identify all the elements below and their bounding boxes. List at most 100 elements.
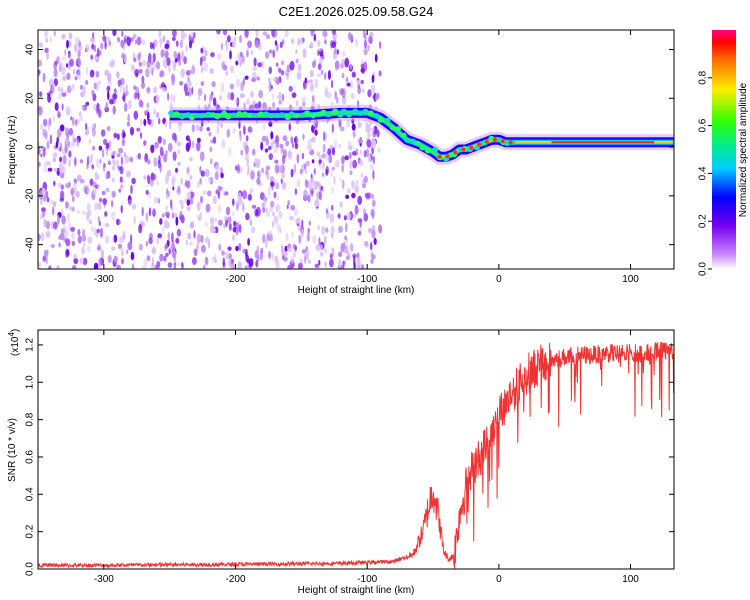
- noise-dot: [301, 249, 307, 254]
- noise-dot: [227, 35, 231, 43]
- noise-dot: [53, 180, 56, 187]
- noise-dot: [143, 258, 148, 266]
- noise-dot: [244, 75, 249, 80]
- noise-dot: [319, 57, 323, 65]
- noise-dot: [175, 57, 178, 63]
- noise-dot: [361, 182, 366, 189]
- noise-dot: [223, 190, 225, 196]
- noise-dot: [234, 165, 238, 172]
- noise-dot: [150, 60, 154, 66]
- noise-dot: [127, 199, 133, 206]
- noise-dot: [265, 169, 269, 176]
- ridge-blob: [346, 112, 353, 118]
- noise-dot: [255, 30, 259, 37]
- noise-dot: [250, 170, 255, 180]
- noise-dot: [252, 66, 257, 71]
- noise-dot: [338, 259, 342, 268]
- noise-dot: [78, 111, 82, 118]
- noise-dot: [280, 178, 283, 184]
- snr-x-tick-label: 0: [496, 574, 502, 585]
- noise-dot: [162, 35, 166, 43]
- noise-dot: [40, 212, 43, 218]
- noise-dot: [217, 203, 222, 214]
- noise-dot: [351, 192, 356, 199]
- noise-dot: [239, 60, 242, 67]
- noise-dot: [274, 255, 279, 264]
- noise-dot: [141, 39, 146, 45]
- noise-dot: [239, 131, 242, 142]
- noise-dot: [221, 139, 226, 149]
- noise-dot: [54, 60, 58, 66]
- noise-dot: [175, 40, 179, 47]
- noise-dot: [358, 159, 364, 164]
- snr-y-tick-label: 0.0: [25, 562, 36, 576]
- noise-dot: [252, 71, 257, 79]
- noise-dot: [119, 176, 123, 183]
- noise-dot: [190, 31, 195, 38]
- noise-dot: [116, 264, 121, 269]
- noise-dot: [137, 92, 140, 100]
- noise-dot: [227, 216, 232, 224]
- noise-dot: [287, 247, 292, 253]
- noise-dot: [106, 126, 111, 132]
- noise-dot: [318, 190, 322, 201]
- noise-dot: [331, 186, 334, 195]
- noise-dot: [70, 187, 75, 196]
- noise-dot: [333, 175, 336, 186]
- noise-dot: [173, 254, 177, 262]
- noise-dot: [38, 70, 41, 75]
- noise-dot: [92, 32, 95, 39]
- noise-dot: [357, 218, 363, 223]
- noise-dot: [325, 151, 328, 162]
- noise-dot: [287, 264, 292, 269]
- noise-dot: [295, 58, 299, 64]
- noise-dot: [371, 74, 375, 83]
- noise-dot: [354, 185, 360, 194]
- noise-dot: [133, 110, 139, 120]
- noise-dot: [155, 94, 160, 104]
- noise-dot: [232, 234, 235, 242]
- noise-dot: [68, 150, 72, 158]
- noise-dot: [363, 150, 367, 158]
- noise-dot: [81, 104, 84, 110]
- noise-dot: [235, 227, 239, 236]
- colorbar-ticks: 0.0 0.2 0.4 0.6 0.8: [698, 70, 712, 276]
- noise-dot: [246, 98, 250, 106]
- noise-dot: [278, 67, 282, 74]
- noise-dot: [284, 30, 289, 38]
- noise-dot: [199, 56, 203, 67]
- ridge-blob: [184, 112, 191, 118]
- noise-dot: [240, 149, 244, 156]
- noise-dot: [132, 33, 137, 39]
- noise-dot: [307, 227, 311, 234]
- snr-multiplier-exponent: 4: [7, 332, 16, 337]
- noise-dot: [368, 155, 372, 163]
- noise-dot: [206, 127, 210, 132]
- noise-dot: [278, 164, 284, 173]
- noise-dot: [138, 69, 143, 74]
- figure-title: C2E1.2026.025.09.58.G24: [279, 4, 434, 19]
- noise-dot: [218, 243, 222, 251]
- ridge-blob: [419, 145, 426, 151]
- noise-dot: [191, 124, 195, 133]
- noise-dot: [179, 39, 183, 49]
- noise-dot: [262, 234, 266, 244]
- noise-dot: [165, 57, 171, 66]
- noise-dot: [66, 72, 71, 81]
- noise-dot: [338, 251, 343, 258]
- noise-dot: [177, 161, 181, 166]
- noise-dot: [263, 124, 266, 131]
- noise-dot: [82, 210, 87, 215]
- ridge-blob: [424, 148, 431, 154]
- noise-dot: [72, 117, 75, 126]
- spectrogram-y-ticks: -40 -20 0 20 40: [25, 44, 674, 252]
- noise-dot: [87, 236, 93, 245]
- noise-dot: [172, 62, 176, 72]
- noise-dot: [312, 60, 316, 67]
- noise-dot: [136, 127, 141, 132]
- snr-plot-area: [38, 330, 674, 569]
- noise-dot: [338, 225, 343, 233]
- noise-dot: [43, 30, 49, 38]
- noise-dot: [262, 196, 268, 202]
